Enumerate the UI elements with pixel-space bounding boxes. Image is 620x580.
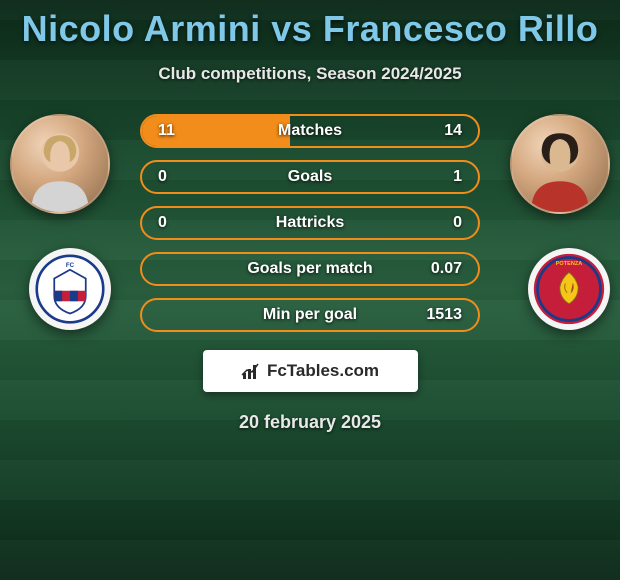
player-avatar-icon bbox=[12, 116, 108, 212]
stat-value-right: 1513 bbox=[426, 306, 462, 324]
brand-text: FcTables.com bbox=[267, 361, 379, 381]
club-crest-icon: FC bbox=[35, 254, 105, 324]
comparison-title: Nicolo Armini vs Francesco Rillo bbox=[0, 8, 620, 50]
stat-label: Min per goal bbox=[263, 306, 357, 324]
stat-value-right: 0.07 bbox=[431, 260, 462, 278]
stat-value-left: 0 bbox=[158, 168, 167, 186]
stat-label: Matches bbox=[278, 122, 342, 140]
svg-text:POTENZA: POTENZA bbox=[556, 261, 583, 267]
stat-label: Hattricks bbox=[276, 214, 344, 232]
stat-row: Min per goal 1513 bbox=[140, 298, 480, 332]
stats-area: FC POTENZA 11 Matches 14 0 Goals 1 bbox=[0, 114, 620, 433]
player-photo-left bbox=[10, 114, 110, 214]
club-badge-right: POTENZA bbox=[528, 248, 610, 330]
comparison-date: 20 february 2025 bbox=[0, 412, 620, 433]
stat-value-left: 0 bbox=[158, 214, 167, 232]
stat-row: 0 Goals 1 bbox=[140, 160, 480, 194]
stat-row: 0 Hattricks 0 bbox=[140, 206, 480, 240]
stat-value-left: 11 bbox=[158, 122, 175, 140]
club-crest-icon: POTENZA bbox=[532, 252, 606, 326]
stat-value-right: 0 bbox=[453, 214, 462, 232]
stat-label: Goals bbox=[288, 168, 332, 186]
bar-chart-icon bbox=[241, 361, 261, 381]
stat-value-right: 1 bbox=[453, 168, 462, 186]
stat-row: Goals per match 0.07 bbox=[140, 252, 480, 286]
player-photo-right bbox=[510, 114, 610, 214]
club-badge-left: FC bbox=[29, 248, 111, 330]
season-subtitle: Club competitions, Season 2024/2025 bbox=[0, 64, 620, 84]
stat-bars: 11 Matches 14 0 Goals 1 0 Hattricks 0 Go… bbox=[140, 114, 480, 332]
stat-label: Goals per match bbox=[247, 260, 372, 278]
branding-box: FcTables.com bbox=[203, 350, 418, 392]
stat-value-right: 14 bbox=[444, 122, 462, 140]
svg-text:FC: FC bbox=[66, 262, 75, 269]
stat-row: 11 Matches 14 bbox=[140, 114, 480, 148]
player-avatar-icon bbox=[512, 116, 608, 212]
